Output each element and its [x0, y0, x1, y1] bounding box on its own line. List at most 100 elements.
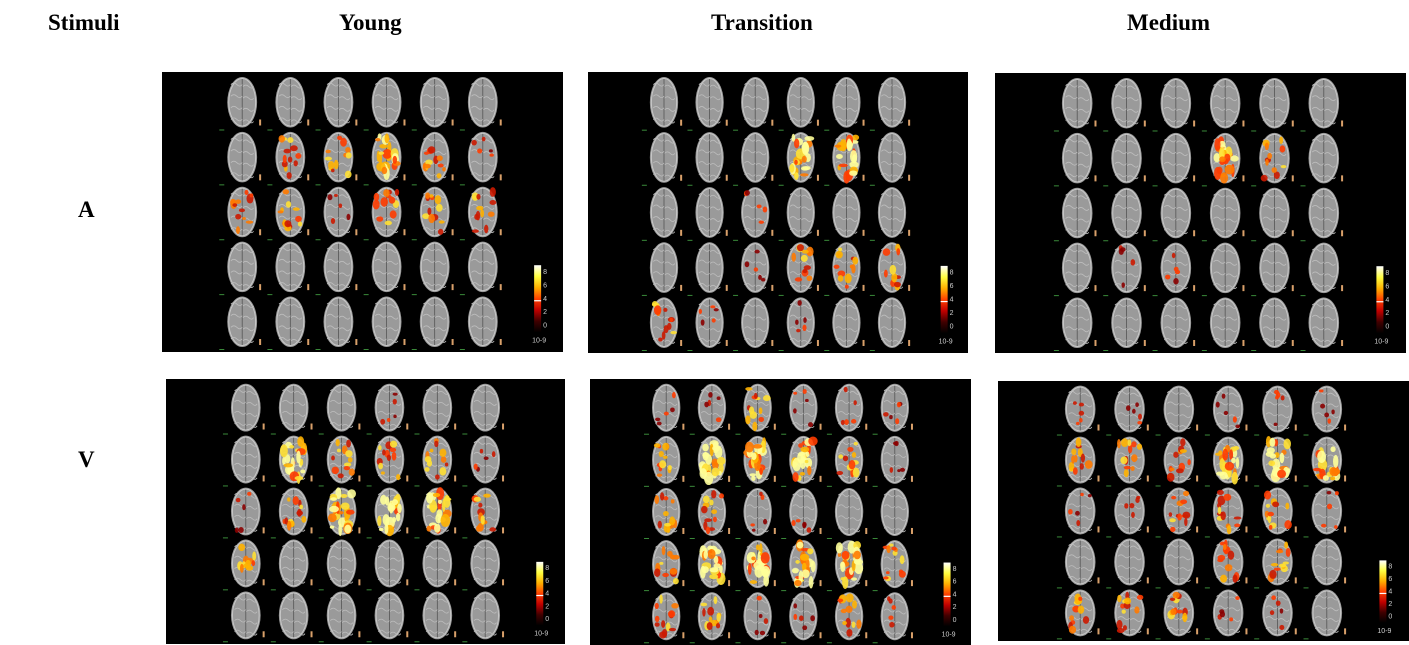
brain-slice — [778, 132, 819, 186]
brain-slice — [1254, 436, 1297, 487]
brain-slice — [267, 296, 310, 351]
brain-slice — [778, 242, 819, 296]
brain-slice — [1204, 538, 1248, 589]
brain-slice — [641, 297, 683, 351]
brain-slice — [1300, 297, 1344, 352]
colorbar-tick-label: 0 — [953, 617, 957, 624]
colorbar-tick-label: 6 — [953, 579, 957, 586]
brain-slice — [1155, 436, 1199, 487]
brain-slice — [1303, 385, 1347, 436]
brain-slice — [781, 435, 822, 487]
brain-slice — [1056, 487, 1100, 538]
brain-slice — [1106, 487, 1149, 538]
brain-slice — [869, 242, 911, 296]
colorbar-tick-label: 4 — [953, 591, 957, 598]
brain-slice — [1204, 385, 1248, 436]
brain-slice — [315, 76, 358, 131]
activation-panel-a-medium: 8 6 4 2 0 10-9 — [995, 73, 1406, 353]
brain-slice — [824, 297, 865, 351]
colorbar-tick-label: 2 — [545, 603, 549, 610]
brain-slice — [462, 487, 505, 539]
brain-slice — [689, 592, 731, 644]
brain-slice — [872, 592, 913, 644]
brain-slice — [1152, 77, 1196, 132]
brain-slice — [1201, 77, 1245, 132]
brain-slice — [1300, 242, 1344, 297]
colorbar-unit: 10-9 — [1377, 628, 1391, 635]
brain-slice — [270, 591, 313, 643]
brain-slice — [315, 241, 358, 296]
brain-slice — [222, 383, 265, 435]
brain-slice — [826, 592, 868, 644]
brain-slice — [1254, 385, 1297, 436]
brain-slice — [824, 187, 865, 241]
brain-slice — [411, 241, 454, 296]
brain-slice — [462, 435, 505, 487]
brain-slice — [641, 187, 683, 241]
brain-slice — [219, 76, 262, 131]
brain-slice — [462, 539, 505, 591]
brain-slice — [1204, 487, 1248, 538]
brain-slice — [735, 435, 776, 487]
brain-slice — [778, 187, 819, 241]
colorbar-tick-label: 8 — [1388, 564, 1392, 571]
colorbar-tick-label: 4 — [543, 296, 547, 303]
stimuli-header: Stimuli — [48, 10, 120, 35]
brain-slice — [270, 383, 313, 435]
colorbar — [1376, 266, 1384, 334]
brain-slice — [687, 132, 728, 186]
colorbar-unit: 10-9 — [532, 337, 546, 344]
activation-panel-a-young: 8 6 4 2 0 10-9 — [162, 72, 563, 352]
brain-slice — [1303, 589, 1347, 640]
column-header-young: Young — [339, 10, 402, 35]
colorbar-tick-label: 4 — [1388, 589, 1392, 596]
brain-slice — [222, 591, 265, 643]
brain-slice — [459, 296, 502, 351]
brain-slice — [459, 241, 502, 296]
brain-slice — [826, 540, 868, 592]
brain-slice — [869, 77, 911, 131]
activation-panel-v-young: 8 6 4 2 0 10-9 — [166, 379, 565, 644]
brain-slice — [318, 435, 361, 487]
brain-slice — [1106, 436, 1149, 487]
activation-panel-v-transition: 8 6 4 2 0 10-9 — [590, 379, 971, 645]
colorbar — [534, 265, 542, 333]
brain-slice — [411, 131, 454, 186]
brain-slice — [733, 77, 774, 131]
colorbar-tick-label: 4 — [1385, 297, 1389, 304]
colorbar-tick-label: 0 — [1385, 324, 1389, 331]
brain-slice — [641, 242, 683, 296]
brain-slice — [219, 186, 262, 241]
colorbar-tick-label: 8 — [1385, 270, 1389, 277]
brain-slice — [1300, 132, 1344, 187]
brain-slice — [219, 241, 262, 296]
colorbar-tick-label: 2 — [543, 309, 547, 316]
brain-slice — [315, 131, 358, 186]
brain-slice — [826, 383, 868, 435]
brain-slice — [733, 297, 774, 351]
brain-slice — [644, 435, 685, 487]
colorbar-tick-label: 0 — [545, 616, 549, 623]
brain-slice — [1106, 589, 1149, 640]
brain-slice — [414, 435, 457, 487]
brain-slice — [1106, 385, 1149, 436]
brain-slice — [781, 539, 822, 592]
brain-slice — [315, 186, 358, 241]
brain-slice — [1056, 538, 1100, 589]
colorbar — [1379, 560, 1387, 623]
brain-slice — [733, 187, 774, 241]
colorbar-unit: 10-9 — [534, 630, 548, 637]
brain-slice — [414, 591, 457, 643]
brain-slice — [363, 186, 406, 241]
brain-slice — [270, 487, 313, 539]
colorbar-unit: 10-9 — [942, 631, 956, 638]
brain-slice — [778, 297, 819, 351]
brain-slice — [1303, 487, 1347, 538]
brain-slice — [222, 435, 265, 487]
row-label-a: A — [78, 197, 95, 222]
brain-slice — [267, 76, 310, 131]
colorbar-tick-label: 8 — [543, 269, 547, 276]
brain-slice — [366, 383, 409, 435]
brain-slice — [687, 297, 728, 351]
colorbar-tick-label: 2 — [1385, 310, 1389, 317]
